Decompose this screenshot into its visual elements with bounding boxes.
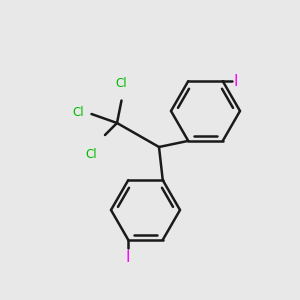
Text: I: I: [126, 250, 130, 266]
Text: Cl: Cl: [86, 148, 97, 161]
Text: Cl: Cl: [116, 77, 127, 90]
Text: Cl: Cl: [72, 106, 84, 119]
Text: I: I: [233, 74, 238, 88]
